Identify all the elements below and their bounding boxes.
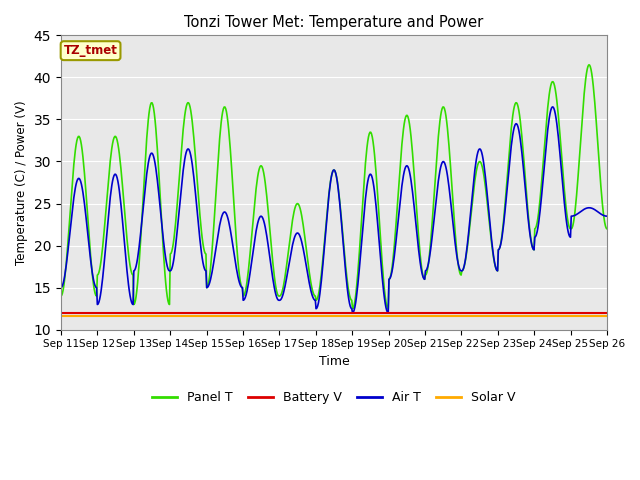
Air T bbox=[603, 213, 611, 219]
Text: TZ_tmet: TZ_tmet bbox=[63, 44, 118, 57]
Air T bbox=[123, 268, 131, 274]
Air T bbox=[401, 166, 409, 172]
Solar V bbox=[57, 313, 65, 319]
Panel T bbox=[417, 259, 425, 264]
Panel T bbox=[67, 200, 75, 206]
Air T bbox=[57, 285, 65, 290]
Panel T bbox=[603, 226, 611, 232]
Panel T bbox=[207, 257, 215, 263]
Panel T bbox=[401, 117, 409, 123]
Title: Tonzi Tower Met: Temperature and Power: Tonzi Tower Met: Temperature and Power bbox=[184, 15, 484, 30]
Solar V bbox=[93, 313, 101, 319]
Panel T bbox=[349, 306, 356, 312]
Panel T bbox=[123, 236, 131, 242]
Y-axis label: Temperature (C) / Power (V): Temperature (C) / Power (V) bbox=[15, 100, 28, 265]
Air T bbox=[349, 310, 356, 316]
Panel T bbox=[585, 62, 593, 68]
Line: Panel T: Panel T bbox=[61, 65, 607, 309]
Battery V bbox=[93, 310, 101, 316]
Panel T bbox=[179, 135, 186, 141]
Air T bbox=[67, 221, 75, 227]
X-axis label: Time: Time bbox=[319, 355, 349, 368]
Air T bbox=[207, 273, 215, 279]
Legend: Panel T, Battery V, Air T, Solar V: Panel T, Battery V, Air T, Solar V bbox=[147, 386, 520, 409]
Air T bbox=[548, 104, 556, 110]
Air T bbox=[417, 264, 425, 270]
Air T bbox=[179, 174, 186, 180]
Line: Air T: Air T bbox=[61, 107, 607, 313]
Battery V bbox=[57, 310, 65, 316]
Panel T bbox=[57, 293, 65, 299]
